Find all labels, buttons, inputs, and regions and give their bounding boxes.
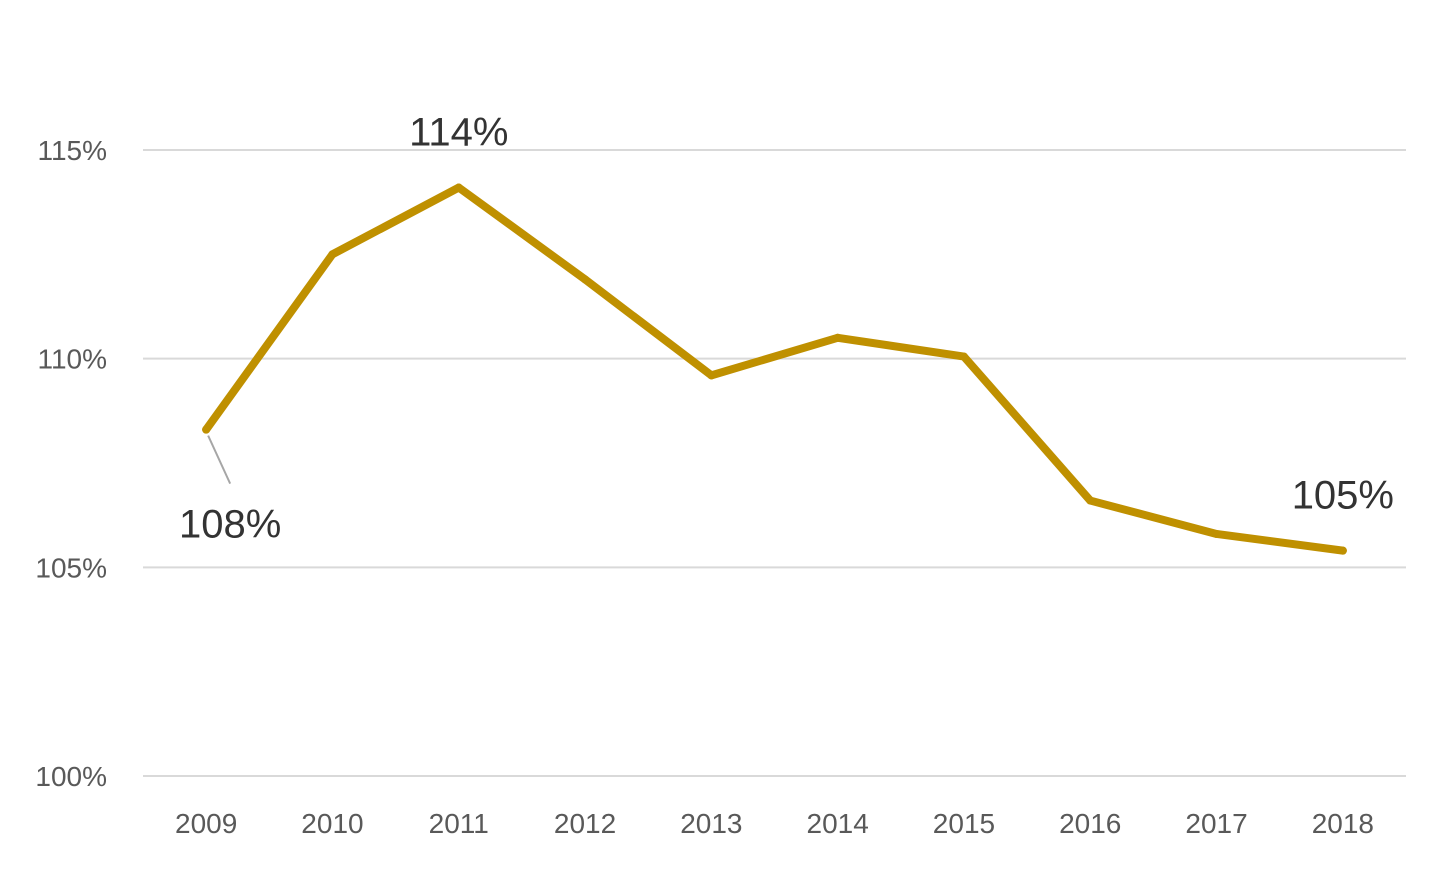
- x-tick-label: 2015: [933, 808, 995, 839]
- x-tick-label: 2010: [301, 808, 363, 839]
- x-tick-label: 2013: [680, 808, 742, 839]
- x-tick-label: 2014: [807, 808, 869, 839]
- x-tick-label: 2017: [1185, 808, 1247, 839]
- data-label: 105%: [1292, 474, 1394, 518]
- x-tick-label: 2009: [175, 808, 237, 839]
- data-label: 108%: [179, 503, 281, 547]
- series-layer: [202, 183, 1347, 555]
- x-tick-label: 2016: [1059, 808, 1121, 839]
- data-labels: 108% 114% 105%: [179, 111, 1394, 547]
- x-tick-label: 2018: [1312, 808, 1374, 839]
- data-point: [454, 183, 463, 192]
- data-point: [959, 352, 968, 361]
- series-line: [202, 183, 1347, 555]
- y-axis-ticks: 100% 105% 110% 115%: [35, 135, 107, 792]
- x-tick-label: 2011: [429, 808, 489, 839]
- data-point: [1338, 546, 1347, 555]
- label-leader-line: [207, 435, 232, 485]
- data-point: [833, 333, 842, 342]
- x-tick-label: 2012: [554, 808, 616, 839]
- y-tick-label: 115%: [37, 135, 107, 166]
- y-tick-label: 105%: [35, 552, 107, 583]
- data-label: 114%: [409, 111, 508, 155]
- y-tick-label: 110%: [37, 344, 107, 375]
- gridlines: [143, 149, 1406, 777]
- data-point: [202, 425, 211, 434]
- data-point: [328, 250, 337, 259]
- data-point: [581, 275, 590, 284]
- data-point: [1086, 496, 1095, 505]
- y-tick-label: 100%: [35, 761, 107, 792]
- data-point: [1212, 529, 1221, 538]
- x-axis-ticks: 2009 2010 2011 2012 2013 2014 2015 2016 2017 2018: [175, 808, 1374, 839]
- data-point: [707, 371, 716, 380]
